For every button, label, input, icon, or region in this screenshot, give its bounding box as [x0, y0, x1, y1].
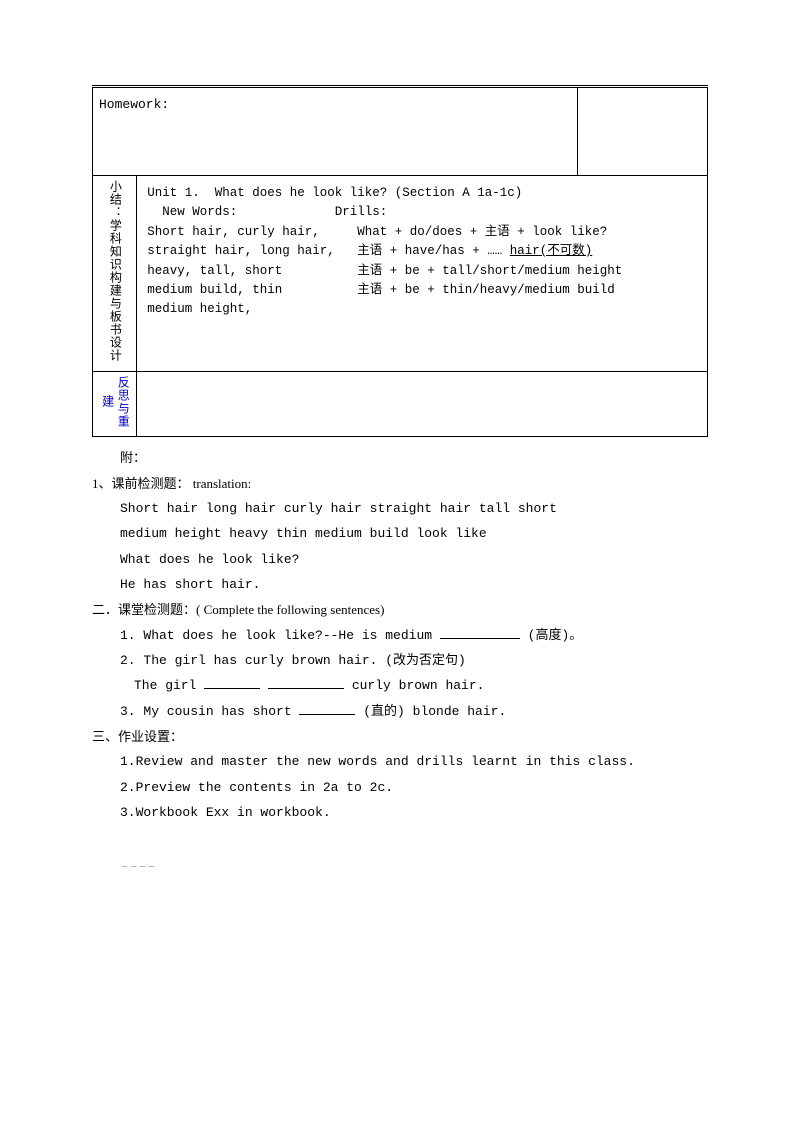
section1-line2: medium height heavy thin medium build lo…	[92, 521, 708, 546]
nw-line-0: Short hair, curly hair,	[147, 225, 320, 239]
drills-header: Drills:	[335, 205, 388, 219]
new-words-header: New Words:	[162, 205, 237, 219]
dr-line-0: What + do/does + 主语 + look like?	[357, 225, 607, 239]
dr-line-3: 主语 + be + thin/heavy/medium build	[357, 283, 615, 297]
q3-pre: 3. My cousin has short	[120, 704, 299, 719]
nw-line-2: heavy, tall, short	[147, 264, 290, 278]
reflect-label-cell: 反思与重建	[93, 371, 137, 437]
q3-blank	[299, 702, 355, 715]
q3-post: (直的) blonde hair.	[355, 704, 506, 719]
appendix-label: 附：	[92, 445, 708, 470]
page-top-rule	[92, 85, 708, 86]
summary-label-cell: 小结：学科知识构建与板书设计	[93, 176, 137, 372]
footer-mark: ﹍﹍﹍﹍	[120, 855, 708, 873]
nw-line-1: straight hair, long hair,	[147, 244, 335, 258]
appendix-area: 附： 1、课前检测题： translation: Short hair long…	[92, 445, 708, 873]
homework-cell: Homework:	[93, 88, 578, 176]
section2-q2: 2. The girl has curly brown hair. (改为否定句…	[92, 648, 708, 673]
summary-content: Unit 1. What does he look like? (Section…	[143, 180, 701, 324]
reflect-label: 反思与重建	[99, 376, 130, 428]
summary-label: 小结：学科知识构建与板书设计	[107, 180, 123, 362]
summary-title: Unit 1. What does he look like? (Section…	[147, 186, 522, 200]
section2-q1: 1. What does he look like?--He is medium…	[92, 623, 708, 648]
section1-line1: Short hair long hair curly hair straight…	[92, 496, 708, 521]
lesson-table: Homework: 小结：学科知识构建与板书设计 Unit 1. What do…	[92, 87, 708, 437]
section1-title: 1、课前检测题： translation:	[92, 471, 708, 496]
section3-item-2: 3.Workbook Exx in workbook.	[92, 800, 708, 825]
dr-line-2: 主语 + be + tall/short/medium height	[357, 264, 622, 278]
q1-post: (高度)。	[520, 628, 582, 643]
q2b-pre: The girl	[134, 678, 204, 693]
section2-title: 二．课堂检测题：( Complete the following sentenc…	[92, 597, 708, 622]
section2-q2b: The girl curly brown hair.	[92, 673, 708, 698]
summary-content-cell: Unit 1. What does he look like? (Section…	[137, 176, 708, 372]
reflect-content-cell	[137, 371, 708, 437]
q2b-post: curly brown hair.	[344, 678, 484, 693]
homework-right-cell	[578, 88, 708, 176]
q2b-mid	[260, 678, 268, 693]
hair-underline: hair(不可数)	[510, 244, 593, 258]
nw-line-4: medium height,	[147, 302, 252, 316]
nw-line-3: medium build, thin	[147, 283, 282, 297]
q1-blank	[440, 626, 520, 639]
q1-pre: 1. What does he look like?--He is medium	[120, 628, 440, 643]
section3-title: 三、作业设置：	[92, 724, 708, 749]
section1-line3: What does he look like?	[92, 547, 708, 572]
dr-line-1: 主语 + have/has + ……	[357, 244, 510, 258]
section1-line4: He has short hair.	[92, 572, 708, 597]
homework-label: Homework:	[99, 97, 169, 112]
q2b-blank2	[268, 676, 344, 689]
section3-item-1: 2.Preview the contents in 2a to 2c.	[92, 775, 708, 800]
section2-q3: 3. My cousin has short (直的) blonde hair.	[92, 699, 708, 724]
section3-item-0: 1.Review and master the new words and dr…	[92, 749, 708, 774]
q2b-blank1	[204, 676, 260, 689]
